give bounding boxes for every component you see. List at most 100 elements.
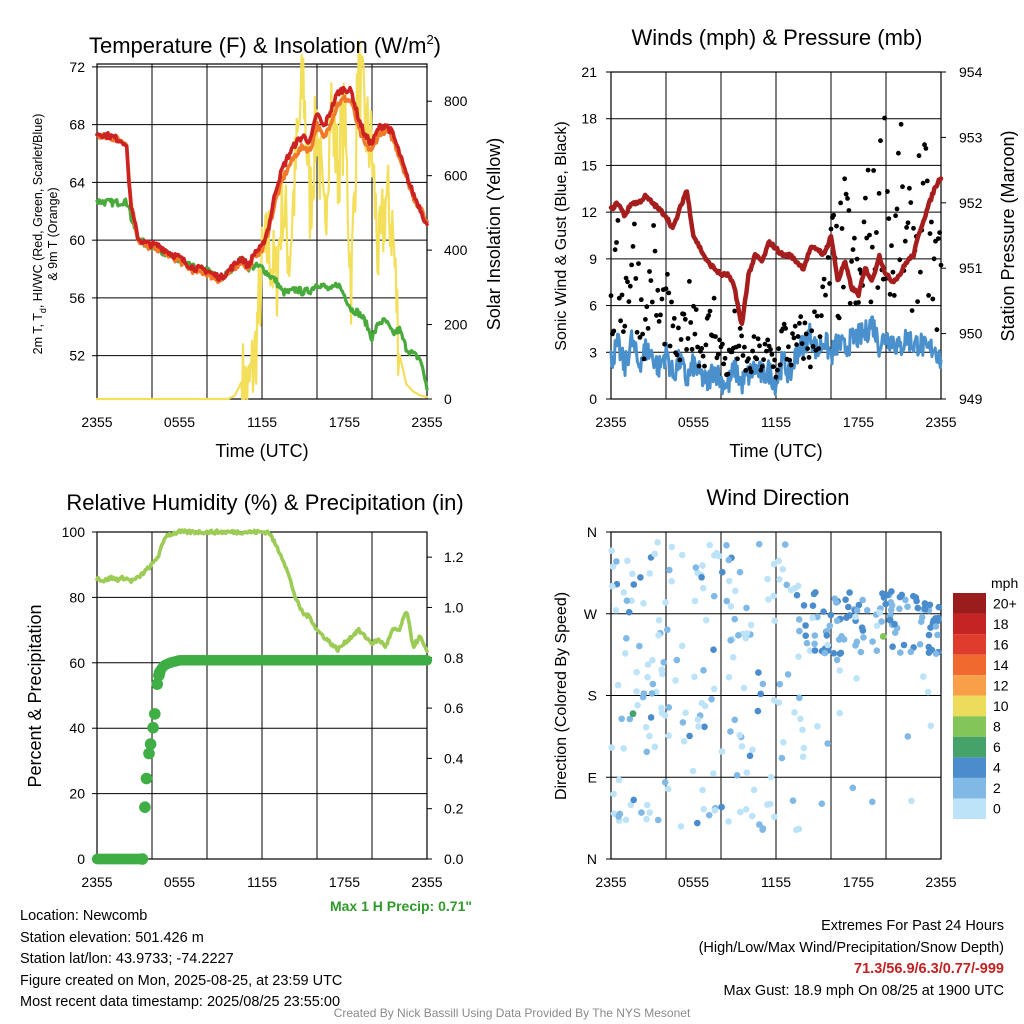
gust-point-15 — [629, 262, 634, 268]
gust-point-220 — [911, 225, 916, 231]
direction-point-116 — [749, 746, 756, 753]
precip-point-59 — [147, 721, 159, 734]
credit-text: Created By Nick Bassill Using Data Provi… — [333, 1006, 691, 1020]
gust-point-0 — [608, 293, 614, 299]
direction-point-256 — [869, 798, 876, 806]
colorbar-label-7: 6 — [993, 739, 1001, 755]
direction-point-240 — [655, 616, 663, 624]
gust-point-71 — [706, 313, 711, 318]
solar-ytick-4: 800 — [444, 93, 468, 109]
direction-point-231 — [795, 825, 803, 833]
gust-point-60 — [691, 303, 696, 309]
colorbar-swatch-3 — [953, 654, 986, 676]
direction-point-269 — [673, 656, 681, 664]
direction-point-322 — [706, 541, 713, 549]
dir-ytick-1: E — [588, 769, 597, 785]
gust-point-83 — [722, 355, 728, 361]
precip-ytick-3: 0.6 — [444, 700, 464, 716]
direction-point-255 — [691, 597, 699, 605]
colorbar-swatch-10 — [953, 798, 986, 819]
wind-ytick-2: 6 — [589, 298, 597, 314]
gust-point-53 — [681, 311, 687, 317]
gust-point-96 — [740, 353, 746, 358]
direction-point-261 — [932, 650, 940, 657]
gust-point-59 — [689, 346, 695, 352]
gust-point-142 — [803, 331, 809, 337]
gust-point-42 — [666, 290, 672, 296]
gust-point-54 — [682, 316, 688, 322]
gust-point-160 — [828, 226, 834, 232]
direction-point-325 — [614, 681, 622, 689]
direction-point-282 — [718, 803, 725, 811]
rh-ytick-3: 60 — [69, 655, 85, 671]
direction-point-20 — [924, 688, 932, 696]
temperature-ylabel-rest: , HI/WC (Red, Green, Scarlet/Blue) — [31, 114, 45, 309]
colorbar-swatch-9 — [953, 777, 986, 799]
colorbar-label-9: 2 — [993, 780, 1001, 796]
wind-xtick-0: 2355 — [595, 414, 626, 430]
direction-point-212 — [775, 557, 782, 565]
direction-point-242 — [914, 604, 922, 612]
colorbar-swatch-0 — [953, 593, 986, 614]
gust-point-50 — [677, 357, 683, 363]
direction-point-194 — [767, 773, 775, 781]
gust-point-214 — [902, 238, 908, 244]
gust-point-230 — [924, 178, 930, 184]
gust-point-25 — [643, 317, 648, 322]
temp-xtick-1: 0555 — [164, 414, 195, 430]
direction-point-210 — [811, 632, 819, 639]
gust-point-63 — [695, 344, 700, 350]
rh-ytick-2: 40 — [69, 720, 85, 736]
colorbar-label-0: 20+ — [993, 595, 1017, 611]
precip-point-60 — [149, 708, 161, 720]
rh-xtick-4: 2355 — [411, 874, 442, 890]
gust-point-39 — [662, 341, 667, 347]
direction-point-180 — [694, 819, 701, 827]
gust-point-238 — [935, 236, 941, 242]
precip-ytick-5: 1.0 — [444, 599, 464, 615]
colorbar-label-4: 12 — [993, 677, 1009, 693]
direction-point-302 — [759, 825, 767, 832]
gust-point-111 — [761, 357, 766, 362]
direction-title: Wind Direction — [706, 485, 849, 510]
direction-point-305 — [776, 680, 783, 688]
direction-point-160 — [925, 649, 933, 656]
gust-point-21 — [637, 335, 643, 340]
direction-point-179 — [658, 709, 666, 717]
gust-point-234 — [930, 296, 936, 302]
direction-point-71 — [796, 627, 803, 635]
gust-point-81 — [720, 341, 725, 347]
direction-point-238 — [835, 636, 843, 643]
pressure-ytick-4: 953 — [959, 129, 983, 145]
direction-point-293 — [692, 564, 700, 571]
direction-point-270 — [795, 653, 802, 660]
gust-point-202 — [886, 216, 892, 222]
latlon-text: Station lat/lon: 43.9733; -74.2227 — [20, 951, 234, 967]
gust-point-30 — [649, 299, 655, 305]
direction-point-274 — [755, 669, 762, 676]
direction-point-193 — [935, 603, 943, 611]
gust-point-172 — [845, 196, 850, 201]
gust-point-219 — [909, 308, 915, 313]
direction-point-136 — [647, 714, 655, 721]
direction-point-137 — [755, 540, 763, 548]
direction-point-287 — [784, 671, 792, 678]
direction-point-277 — [882, 600, 889, 608]
direction-point-292 — [620, 745, 627, 752]
gust-point-171 — [843, 191, 849, 197]
gust-point-11 — [623, 275, 629, 281]
direction-point-313 — [921, 605, 928, 612]
gust-point-66 — [699, 346, 705, 351]
gust-point-232 — [927, 231, 933, 237]
rh-xtick-1: 0555 — [164, 874, 195, 890]
direction-point-107 — [710, 770, 717, 777]
dir-xtick-2: 1155 — [761, 874, 791, 890]
direction-point-66 — [806, 647, 814, 654]
gust-point-123 — [777, 362, 783, 368]
direction-point-97 — [710, 592, 718, 600]
gust-point-92 — [735, 356, 740, 362]
gust-point-100 — [746, 356, 751, 362]
pressure-ytick-2: 951 — [959, 260, 983, 276]
gust-point-229 — [923, 146, 929, 151]
gust-point-55 — [684, 347, 689, 352]
